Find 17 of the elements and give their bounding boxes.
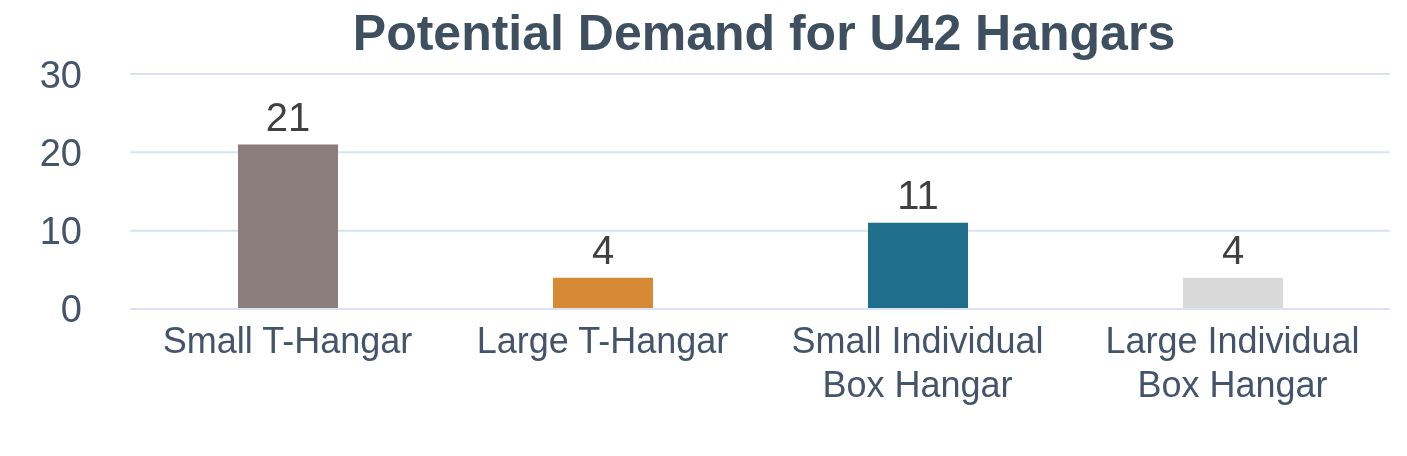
bar xyxy=(553,277,653,309)
y-tick-label: 20 xyxy=(39,131,82,174)
x-tick-label: Large T-Hangar xyxy=(476,320,729,361)
bar xyxy=(238,144,338,309)
bar xyxy=(1183,277,1283,309)
chart-title: Potential Demand for U42 Hangars xyxy=(352,5,1176,61)
data-label: 4 xyxy=(591,227,615,272)
x-tick-label: Small T-Hangar xyxy=(162,320,413,361)
data-label: 4 xyxy=(1221,227,1245,272)
y-tick-label: 10 xyxy=(39,210,82,253)
data-label: 11 xyxy=(897,172,939,217)
y-tick-label: 0 xyxy=(60,288,82,331)
x-tick-label: Large Individual Box Hangar xyxy=(1105,320,1360,405)
x-tick-label: Small Individual Box Hangar xyxy=(791,320,1044,405)
bar xyxy=(868,222,968,309)
data-label: 21 xyxy=(265,94,311,139)
y-tick-label: 30 xyxy=(39,53,82,96)
